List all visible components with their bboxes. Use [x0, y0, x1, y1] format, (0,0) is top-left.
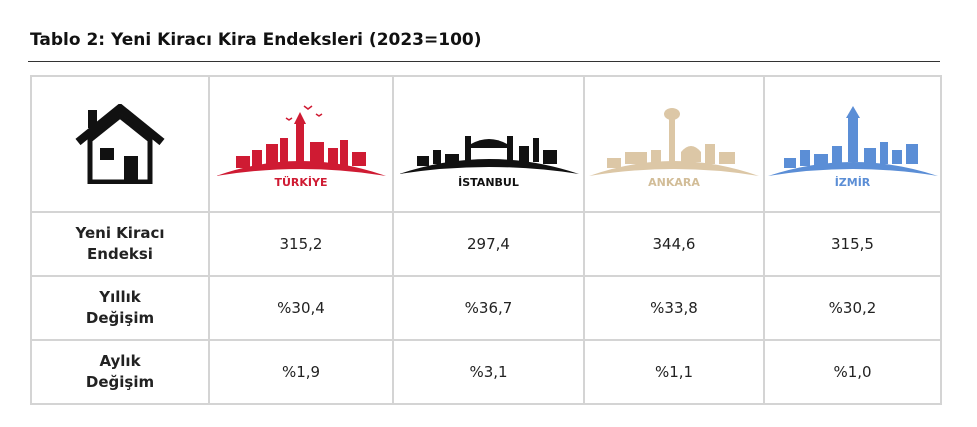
row-label-line: Yıllık: [99, 288, 141, 306]
header-row: TÜRKİYE İSTANBUL: [30, 75, 942, 213]
table-row: Yeni Kiracı Endeksi 315,2 297,4 344,6 315,5: [30, 211, 942, 277]
table-cell: 344,6: [583, 211, 765, 277]
table-cell: %3,1: [392, 339, 585, 405]
table-cell: %33,8: [583, 275, 765, 341]
turkiye-header: TÜRKİYE: [208, 75, 394, 213]
title: Tablo 2: Yeni Kiracı Kira Endeksleri (20…: [30, 30, 482, 50]
column-header: ANKARA: [648, 175, 700, 189]
table-cell: 315,5: [763, 211, 942, 277]
table-cell: %1,1: [583, 339, 765, 405]
column-header: TÜRKİYE: [274, 175, 328, 189]
row-label-line: Değişim: [85, 309, 155, 327]
rent-index-table: TÜRKİYE İSTANBUL: [30, 75, 942, 405]
table-cell: %30,2: [763, 275, 942, 341]
izmir-skyline: [767, 105, 938, 176]
table-cell: %1,9: [208, 339, 394, 405]
table-row: Aylık Değişim %1,9 %3,1 %1,1 %1,0: [30, 339, 942, 405]
table-row: Yıllık Değişim %30,4 %36,7 %33,8 %30,2: [30, 275, 942, 341]
istanbul-skyline: [398, 135, 579, 174]
table-cell: %30,4: [208, 275, 394, 341]
table-cell: 297,4: [392, 211, 585, 277]
row-label: Yeni Kiracı Endeksi: [30, 211, 210, 277]
table-cell: 315,2: [208, 211, 394, 277]
row-label-line: Aylık: [99, 352, 141, 370]
title-rule: [28, 61, 940, 62]
row-label-line: Endeksi: [87, 245, 153, 263]
column-header: İZMİR: [834, 175, 871, 189]
turkiye-skyline: [216, 104, 386, 176]
ankara-skyline: [589, 107, 759, 176]
row-label: Aylık Değişim: [30, 339, 210, 405]
istanbul-header: İSTANBUL: [392, 75, 585, 213]
row-label-line: Yeni Kiracı: [75, 224, 165, 242]
table-cell: %36,7: [392, 275, 585, 341]
icon-cell: [30, 75, 210, 213]
ankara-header: ANKARA: [583, 75, 765, 213]
izmir-header: İZMİR: [763, 75, 942, 213]
house-icon: [75, 104, 165, 184]
row-label-line: Değişim: [85, 373, 155, 391]
table-cell: %1,0: [763, 339, 942, 405]
column-header: İSTANBUL: [458, 175, 519, 189]
row-label: Yıllık Değişim: [30, 275, 210, 341]
